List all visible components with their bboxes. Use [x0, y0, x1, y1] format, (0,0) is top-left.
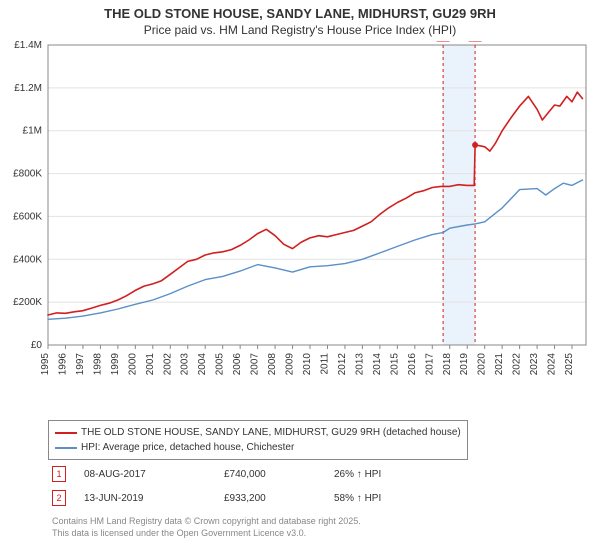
svg-text:£200K: £200K	[13, 297, 42, 308]
svg-text:£400K: £400K	[13, 254, 42, 265]
svg-text:1998: 1998	[92, 353, 103, 376]
svg-text:£800K: £800K	[13, 169, 42, 180]
marker-change: 26% ↑ HPI	[334, 469, 454, 480]
svg-text:2014: 2014	[372, 353, 383, 376]
svg-text:£1.4M: £1.4M	[14, 41, 42, 51]
svg-text:2001: 2001	[145, 353, 156, 376]
svg-text:2017: 2017	[424, 353, 435, 376]
svg-text:2023: 2023	[529, 353, 540, 376]
marker-price: £740,000	[224, 469, 334, 480]
svg-text:£0: £0	[31, 340, 43, 351]
legend-label: THE OLD STONE HOUSE, SANDY LANE, MIDHURS…	[81, 425, 461, 440]
footnote-line2: This data is licensed under the Open Gov…	[52, 528, 361, 540]
svg-text:2024: 2024	[547, 353, 558, 376]
svg-text:2011: 2011	[319, 353, 330, 375]
svg-text:1999: 1999	[110, 353, 121, 376]
svg-text:2003: 2003	[180, 353, 191, 376]
legend-swatch	[55, 447, 77, 449]
legend-swatch	[55, 432, 77, 434]
marker-number-badge: 1	[52, 466, 66, 482]
svg-text:2007: 2007	[250, 353, 261, 376]
svg-text:2019: 2019	[459, 353, 470, 376]
svg-text:1997: 1997	[75, 353, 86, 376]
svg-text:2006: 2006	[232, 353, 243, 376]
marker-date: 13-JUN-2019	[84, 493, 224, 504]
svg-text:1996: 1996	[57, 353, 68, 376]
marker-row: 2 13-JUN-2019£933,20058% ↑ HPI	[48, 486, 454, 510]
svg-text:£600K: £600K	[13, 211, 42, 222]
svg-text:2008: 2008	[267, 353, 278, 376]
marker-change: 58% ↑ HPI	[334, 493, 454, 504]
svg-text:2005: 2005	[215, 353, 226, 376]
svg-text:£1M: £1M	[23, 126, 42, 137]
svg-text:2002: 2002	[162, 353, 173, 376]
svg-text:2012: 2012	[337, 353, 348, 376]
svg-text:2013: 2013	[354, 353, 365, 376]
chart-title-address: THE OLD STONE HOUSE, SANDY LANE, MIDHURS…	[0, 0, 600, 21]
svg-text:2018: 2018	[442, 353, 453, 376]
chart-plot-area: £0 £200K £400K £600K £800K £1M £1.2M £1.4M 1995 1…	[0, 41, 600, 406]
footnote: Contains HM Land Registry data © Crown c…	[48, 516, 361, 539]
svg-text:2015: 2015	[389, 353, 400, 376]
line-chart-svg: £0 £200K £400K £600K £800K £1M £1.2M £1.4M 1995 1…	[0, 41, 600, 401]
chart-container: THE OLD STONE HOUSE, SANDY LANE, MIDHURS…	[0, 0, 600, 560]
marker-date: 08-AUG-2017	[84, 469, 224, 480]
svg-text:£1.2M: £1.2M	[14, 83, 42, 94]
marker-price: £933,200	[224, 493, 334, 504]
svg-text:2004: 2004	[197, 353, 208, 376]
chart-subtitle: Price paid vs. HM Land Registry's House …	[0, 21, 600, 41]
legend-label: HPI: Average price, detached house, Chic…	[81, 440, 294, 455]
svg-text:1995: 1995	[40, 353, 51, 376]
marker-row: 1 08-AUG-2017£740,00026% ↑ HPI	[48, 462, 454, 486]
legend-box: THE OLD STONE HOUSE, SANDY LANE, MIDHURS…	[48, 420, 468, 460]
svg-text:2025: 2025	[564, 353, 575, 376]
footnote-line1: Contains HM Land Registry data © Crown c…	[52, 516, 361, 528]
marker-number-badge: 2	[52, 490, 66, 506]
svg-text:2020: 2020	[477, 353, 488, 376]
svg-text:2009: 2009	[285, 353, 296, 376]
legend-item: THE OLD STONE HOUSE, SANDY LANE, MIDHURS…	[55, 425, 461, 440]
legend-item: HPI: Average price, detached house, Chic…	[55, 440, 461, 455]
svg-text:2021: 2021	[494, 353, 505, 376]
svg-text:2000: 2000	[127, 353, 138, 376]
svg-text:2016: 2016	[407, 353, 418, 376]
marker-table: 1 08-AUG-2017£740,00026% ↑ HPI 2 13-JUN-201…	[48, 462, 454, 510]
svg-text:2010: 2010	[302, 353, 313, 376]
svg-text:2022: 2022	[512, 353, 523, 376]
